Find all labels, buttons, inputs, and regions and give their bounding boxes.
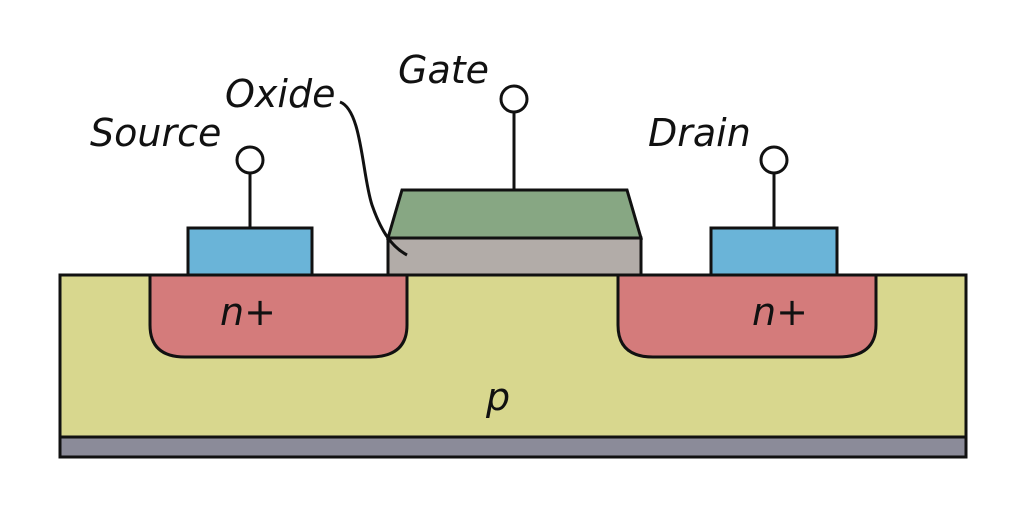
gate-label: Gate [398,48,489,92]
base-layer [58,435,968,459]
n-plus-right-label: n+ [752,290,808,334]
oxide-label: Oxide [225,72,335,116]
source-terminal-icon [235,145,265,175]
gate-terminal-icon [499,84,529,114]
n-plus-left-region [148,273,409,359]
source-label: Source [90,111,221,155]
oxide-leader-line [339,100,408,257]
drain-terminal-icon [759,145,789,175]
oxide-layer [386,236,643,277]
source-contact [186,226,314,277]
drain-label: Drain [648,111,751,155]
p-label: p [485,375,510,419]
gate-electrode [386,188,643,240]
drain-contact [709,226,839,277]
n-plus-right-region [616,273,878,359]
n-plus-left-label: n+ [220,290,276,334]
